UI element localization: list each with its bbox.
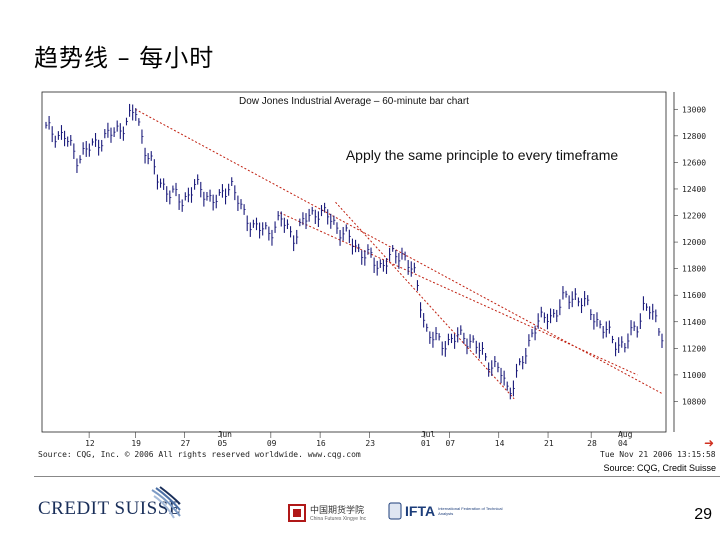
- y-tick-label: 13000: [682, 105, 706, 114]
- x-tick-label: 05: [218, 439, 228, 448]
- ifta-logo: IFTA International Federation of Technic…: [388, 502, 508, 520]
- source-credit: Source: CQG, Credit Suisse: [603, 463, 716, 473]
- x-tick-label: 04: [618, 439, 628, 448]
- y-tick-label: 11400: [682, 318, 706, 327]
- x-tick-label: 21: [544, 439, 554, 448]
- slide-title: 趋势线 – 每小时: [34, 44, 215, 72]
- chart-svg: Dow Jones Industrial Average – 60-minute…: [34, 88, 718, 460]
- month-label: Aug: [618, 430, 633, 439]
- x-tick-label: 14: [495, 439, 505, 448]
- chart-title: Dow Jones Industrial Average – 60-minute…: [239, 96, 469, 107]
- page-number: 29: [694, 506, 712, 523]
- ifta-wordmark: IFTA: [405, 503, 436, 519]
- chart-annotation: Apply the same principle to every timefr…: [346, 147, 619, 163]
- month-label: Jul: [421, 430, 436, 439]
- cfa-emblem-icon: [288, 503, 306, 522]
- y-tick-label: 12200: [682, 212, 706, 221]
- x-tick-label: 12: [85, 439, 95, 448]
- x-tick-layer: 12 19 27 05 09 16 23 01 07 14 21 28 04 Jun Jul Aug: [85, 430, 632, 448]
- x-tick-label: 16: [316, 439, 326, 448]
- cfa-chinese-name: 中国期货学院: [310, 506, 365, 516]
- y-tick-label: 11600: [682, 291, 706, 300]
- y-tick-label: 12600: [682, 158, 706, 167]
- x-tick-label: 01: [421, 439, 431, 448]
- timestamp-readout: Tue Nov 21 2006 13:15:58: [600, 450, 716, 459]
- footer-divider: [34, 476, 720, 477]
- y-tick-layer: 10800 11000 11200 11400 11600 11800 12000 12200…: [674, 105, 706, 406]
- y-tick-label: 10800: [682, 397, 706, 406]
- month-label: Jun: [218, 430, 233, 439]
- y-tick-label: 12000: [682, 238, 706, 247]
- cfa-english-name: China Futures Xingye Inc: [310, 516, 367, 522]
- x-tick-label: 07: [445, 439, 455, 448]
- x-tick-label: 19: [131, 439, 141, 448]
- y-tick-label: 11200: [682, 344, 706, 353]
- dow-jones-chart: Dow Jones Industrial Average – 60-minute…: [34, 88, 718, 460]
- x-tick-label: 23: [365, 439, 375, 448]
- x-tick-label: 09: [267, 439, 277, 448]
- y-tick-label: 11800: [682, 265, 706, 274]
- credit-suisse-logo: CREDIT SUISSE: [38, 498, 181, 519]
- credit-suisse-sail-icon: [151, 486, 181, 519]
- y-tick-label: 12400: [682, 185, 706, 194]
- cfa-logo: 中国期货学院 China Futures Xingye Inc: [288, 503, 366, 522]
- x-tick-label: 27: [181, 439, 191, 448]
- ifta-emblem-icon: [388, 502, 402, 520]
- scroll-right-arrow-icon[interactable]: ➜: [704, 436, 715, 450]
- cqg-source-note: Source: CQG, Inc. © 2006 All rights rese…: [38, 450, 361, 459]
- y-tick-label: 12800: [682, 132, 706, 141]
- trendline: [335, 201, 515, 400]
- plot-area: [41, 91, 667, 433]
- y-tick-label: 11000: [682, 371, 706, 380]
- x-tick-label: 28: [587, 439, 597, 448]
- ifta-subtitle: International Federation of Technical An…: [438, 506, 503, 516]
- price-bar-layer: [45, 103, 664, 400]
